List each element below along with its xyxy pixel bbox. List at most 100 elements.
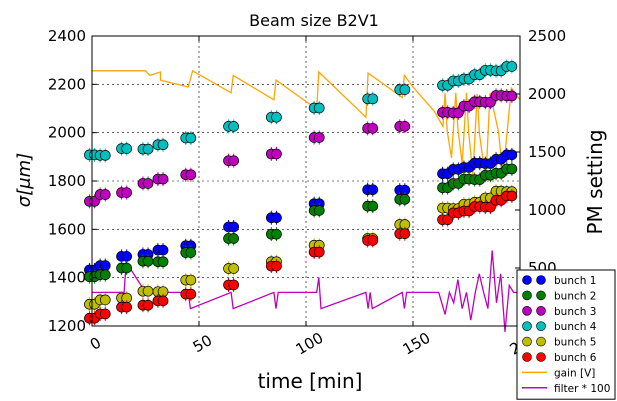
bunch-4-point: [228, 121, 240, 132]
bunch-6-point: [228, 279, 240, 291]
bunch-2-point: [228, 233, 240, 244]
bunch-3-point: [185, 169, 197, 181]
legend-label-filter-100: filter * 100: [554, 383, 610, 395]
bunch-3-point: [121, 187, 133, 198]
bunch-6-point: [121, 301, 133, 313]
legend-label-bunch-6: bunch 6: [554, 352, 597, 364]
bunch-6-point: [157, 295, 169, 307]
bunch-1-point: [228, 221, 240, 233]
pm-setting-lines: [92, 69, 521, 332]
bunch-5-point: [99, 294, 111, 306]
bunch-5-point: [228, 263, 240, 274]
bunch-data-points: [84, 59, 518, 326]
legend-label-bunch-1: bunch 1: [554, 275, 596, 287]
legend-marker-bunch-5: [536, 336, 546, 347]
bunch-3-point: [99, 189, 111, 200]
x-tick-label: 50: [190, 331, 216, 356]
bunch-4-point: [399, 84, 411, 96]
legend-label-gain-v: gain [V]: [554, 367, 595, 379]
legend-marker-bunch-2: [522, 290, 532, 301]
legend-box: [516, 269, 616, 400]
bunch-4-point: [506, 61, 518, 72]
filter-100-line: [92, 250, 520, 332]
bunch-2-point: [99, 269, 111, 281]
bunch-4-point: [99, 150, 111, 161]
chart-title: Beam size B2V1: [249, 11, 379, 30]
y-tick-label: 1200: [48, 317, 86, 335]
bunch-1-point: [367, 184, 379, 196]
legend-marker-bunch-6: [522, 352, 532, 362]
bunch-2-point: [185, 247, 197, 258]
y-tick-label: 2200: [48, 75, 86, 93]
x-tick-label: 150: [400, 329, 434, 359]
bunch-1-point: [506, 149, 518, 161]
legend-marker-bunch-1: [536, 275, 546, 285]
y2-tick-label: 1000: [528, 201, 566, 219]
bunch-6-point: [506, 190, 518, 202]
bunch-3-point: [313, 132, 325, 143]
bunch-2-point: [121, 262, 133, 274]
y-tick-label: 1600: [48, 220, 86, 238]
bunch-4-point: [142, 143, 154, 155]
x-tick-label: 100: [293, 329, 327, 359]
legend-marker-bunch-4: [536, 321, 546, 332]
legend-marker-bunch-1: [522, 275, 532, 285]
bunch-2-point: [399, 194, 411, 205]
legend-label-bunch-5: bunch 5: [554, 337, 596, 349]
bunch-2-point: [142, 255, 154, 267]
bunch-3-point: [157, 173, 169, 185]
bunch-6-point: [99, 308, 111, 320]
gain-v-line: [92, 69, 521, 182]
bunch-4-point: [157, 139, 169, 151]
bunch-3-point: [228, 155, 240, 167]
x-axis-title: time [min]: [258, 369, 363, 393]
y2-tick-label: 2500: [528, 27, 566, 45]
y2-axis-title: PM setting: [583, 129, 607, 234]
bunch-2-point: [157, 256, 169, 268]
bunch-6-point: [367, 235, 379, 246]
bunch-6-point: [399, 228, 411, 240]
bunch-6-point: [271, 260, 282, 272]
y-tick-label: 2000: [48, 124, 86, 142]
y2-tick-label: 1500: [528, 143, 566, 161]
legend-marker-bunch-5: [522, 336, 532, 347]
legend-label-bunch-3: bunch 3: [554, 306, 596, 318]
bunch-4-point: [121, 143, 133, 154]
legend-marker-bunch-3: [536, 305, 546, 316]
legend-marker-bunch-4: [522, 321, 532, 332]
bunch-6-point: [185, 288, 197, 300]
bunch-5-point: [142, 285, 154, 297]
y-tick-label: 1400: [48, 269, 86, 287]
y-tick-label: 1800: [48, 172, 86, 190]
legend-marker-bunch-3: [522, 305, 532, 316]
bunch-4-point: [313, 102, 325, 114]
bunch-1-point: [121, 251, 133, 262]
bunch-2-point: [313, 205, 325, 216]
bunch-6-point: [313, 246, 325, 258]
bunch-1-point: [271, 212, 282, 224]
bunch-1-point: [157, 244, 169, 256]
bunch-2-point: [506, 163, 518, 175]
bunch-4-point: [367, 93, 379, 105]
y-axis-title: σ[μm]: [14, 153, 35, 207]
bunch-3-point: [399, 121, 411, 132]
legend: bunch 1 bunch 2 bunch 3 bunch 4 bunch 5 bunch…: [516, 269, 616, 400]
bunch-6-point: [142, 299, 154, 311]
y2-tick-label: 2000: [528, 85, 566, 103]
bunch-2-point: [367, 200, 379, 212]
legend-label-bunch-2: bunch 2: [554, 290, 596, 302]
bunch-4-point: [185, 132, 197, 144]
bunch-3-point: [271, 148, 282, 160]
legend-marker-bunch-6: [536, 352, 546, 362]
bunch-3-point: [367, 122, 379, 134]
bunch-2-point: [271, 228, 282, 240]
legend-label-bunch-4: bunch 4: [554, 321, 597, 333]
y-tick-label: 2400: [48, 27, 86, 45]
bunch-3-point: [142, 178, 154, 189]
legend-marker-bunch-2: [536, 290, 546, 301]
bunch-4-point: [271, 111, 282, 123]
bunch-5-point: [185, 274, 197, 286]
bunch-3-point: [506, 90, 518, 102]
x-tick-label: 0: [87, 333, 104, 353]
